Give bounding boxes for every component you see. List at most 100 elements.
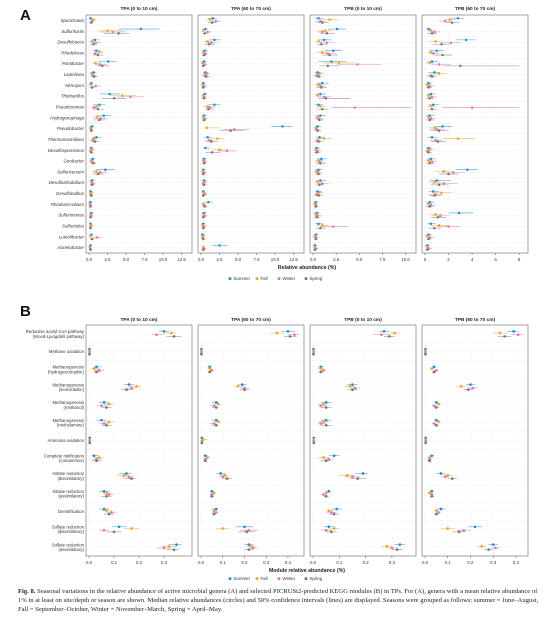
- median-point-fall: [427, 94, 430, 97]
- median-point-winter: [319, 422, 323, 425]
- median-point-spring: [435, 512, 438, 516]
- median-point-spring: [202, 161, 206, 165]
- median-point-spring: [95, 459, 98, 463]
- median-point-spring: [324, 459, 328, 463]
- median-point-winter: [233, 128, 236, 131]
- median-point-fall: [217, 402, 220, 406]
- facet: TPB (60 to 70 cm) 0 2 4 6 8: [421, 5, 529, 262]
- row-label-line: (assimilatory): [58, 547, 84, 552]
- row-label-line: Nitrate reduction: [52, 471, 84, 476]
- median-point-fall: [337, 61, 341, 65]
- median-point-winter: [322, 368, 325, 372]
- median-point-summer: [382, 329, 386, 333]
- median-point-summer: [435, 49, 439, 52]
- median-point-fall: [216, 137, 219, 140]
- median-point-summer: [203, 454, 207, 458]
- median-point-summer: [207, 200, 210, 204]
- median-point-winter: [210, 41, 213, 45]
- tick-label: 7.5: [379, 257, 386, 262]
- median-point-winter: [444, 475, 447, 479]
- median-point-fall: [314, 148, 318, 151]
- caption-label: Fig. 8.: [18, 588, 36, 595]
- median-point-fall: [393, 331, 396, 335]
- median-point-summer: [204, 146, 207, 150]
- median-point-spring: [243, 388, 246, 392]
- median-point-spring: [214, 406, 218, 409]
- legend: Summer Fall Winter Spring: [228, 576, 323, 581]
- tick-label: 0.0: [422, 560, 429, 565]
- median-point-spring: [326, 64, 330, 68]
- row-label: Rhodomicrobium: [51, 202, 85, 207]
- median-point-summer: [107, 60, 110, 63]
- tick-label: 0.1: [220, 560, 227, 565]
- median-point-summer: [319, 114, 322, 117]
- median-point-winter: [330, 511, 333, 514]
- legend-label-spring: Spring: [310, 276, 323, 281]
- median-point-spring: [332, 512, 336, 516]
- median-point-winter: [439, 214, 442, 218]
- median-point-summer: [441, 125, 444, 128]
- facet-header-bg: [86, 5, 192, 12]
- median-point-summer: [433, 71, 436, 74]
- median-point-summer: [324, 418, 328, 422]
- median-point-spring: [324, 495, 328, 498]
- median-point-spring: [172, 548, 176, 552]
- median-point-fall: [437, 402, 440, 406]
- median-point-spring: [325, 32, 329, 35]
- facet: TPA (60 to 70 cm) 0.0 2.5 5.0 7.5 10.0 12.5: [197, 5, 305, 262]
- median-point-fall: [327, 509, 331, 513]
- median-point-fall: [314, 213, 318, 216]
- median-point-winter: [322, 95, 326, 99]
- median-point-fall: [319, 367, 323, 370]
- median-point-spring: [172, 335, 176, 338]
- tick-label: 0.1: [336, 560, 343, 565]
- row-label: Methanogenesis (hydrogenotrophic): [48, 365, 85, 375]
- median-point-fall: [223, 473, 227, 477]
- median-point-winter: [97, 368, 101, 372]
- row-label-line: Hydrogenophaga: [50, 115, 84, 120]
- median-point-fall: [167, 544, 171, 548]
- median-point-winter: [130, 386, 133, 390]
- median-point-fall: [201, 61, 204, 65]
- median-point-winter: [380, 333, 383, 337]
- median-point-summer: [316, 190, 319, 193]
- row-label: Methanogenesis (methanol): [52, 400, 84, 410]
- row-label-line: Pontibacter: [62, 61, 85, 66]
- median-point-summer: [435, 179, 439, 182]
- median-point-summer: [429, 222, 433, 226]
- median-point-winter: [98, 63, 102, 66]
- median-point-spring: [101, 64, 104, 68]
- row-label: Methanogenesis (methylamine): [52, 418, 84, 428]
- median-point-spring: [92, 161, 95, 165]
- median-point-winter: [247, 528, 251, 532]
- tick-label: 0.0: [86, 560, 93, 565]
- legend-label-summer: Summer: [234, 576, 251, 581]
- median-point-fall: [94, 61, 97, 65]
- median-point-spring: [203, 205, 206, 208]
- median-point-fall: [218, 148, 221, 151]
- median-point-spring: [432, 370, 436, 374]
- median-point-spring: [318, 118, 321, 122]
- row-label-line: Luteolibacter: [59, 234, 85, 239]
- median-point-spring: [90, 183, 94, 187]
- median-point-fall: [95, 169, 98, 173]
- median-point-fall: [437, 420, 440, 424]
- facet: TPA (60 to 70 cm) 0.0 0.1 0.2 0.3 0.4: [197, 316, 305, 565]
- median-point-winter: [449, 41, 453, 45]
- median-point-spring: [89, 226, 92, 230]
- median-point-spring: [503, 335, 506, 338]
- median-point-spring: [317, 194, 320, 197]
- row-label: Pseudomonas: [56, 104, 85, 109]
- row-label: Nitrate reduction (assimilatory): [52, 489, 84, 499]
- median-point-spring: [313, 248, 317, 252]
- legend-label-fall: Fall: [261, 276, 268, 281]
- median-point-winter: [212, 404, 216, 408]
- median-point-fall: [201, 29, 205, 32]
- row-label-line: Desulfatirhabdium: [49, 180, 85, 185]
- median-point-summer: [335, 507, 339, 511]
- median-point-fall: [321, 50, 324, 54]
- median-point-winter: [127, 475, 131, 479]
- median-point-spring: [424, 352, 427, 356]
- row-label-line: (methylamine): [57, 423, 85, 428]
- median-point-fall: [206, 104, 209, 108]
